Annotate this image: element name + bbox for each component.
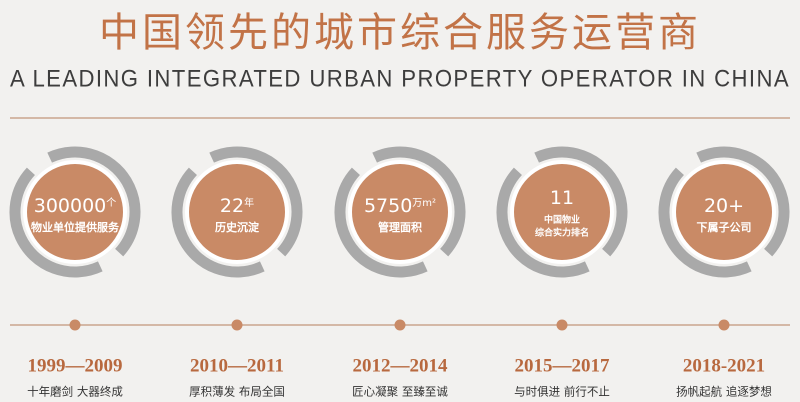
stat-desc: 中国物业 [544,214,580,226]
motto: 与时俱进 前行不止 [514,385,610,399]
outer-ring [171,146,303,278]
stat-desc: 历史沉淀 [215,220,260,234]
stat-desc: 下属子公司 [697,221,752,234]
stat-value: 20+ [704,195,744,217]
motto: 十年磨剑 大器终成 [27,385,123,399]
stat-unit: 个 [106,197,116,209]
motto: 匠心凝聚 至臻至诚 [352,385,448,399]
period: 2012—2014 [353,355,449,376]
inner-circle [510,160,614,264]
title: 中国领先的城市综合服务运营商 [99,10,701,56]
stat-value: 5750万m² [364,195,436,217]
inner-circle [348,160,452,264]
motto: 厚积薄发 布局全国 [189,385,285,399]
stat-value: 11 [550,187,574,209]
timeline-dot [231,319,243,331]
outer-ring [9,146,141,278]
stat-number: 22 [220,195,244,217]
period: 2010—2011 [190,355,284,376]
outer-ring [334,146,466,278]
timeline-dot [394,319,406,331]
stat-number: 300000 [34,195,107,217]
timeline-dot [718,319,730,331]
inner-circle [185,160,289,264]
stat-number: 5750 [364,195,412,217]
stat-number: 20+ [704,195,744,217]
timeline-dot [69,319,81,331]
timeline-dot [556,319,568,331]
stat-desc: 物业单位提供服务 [31,220,120,234]
stat-desc: 管理面积 [378,220,422,234]
stat-unit: 年 [244,196,254,209]
stat-desc: 综合实力排名 [535,227,589,239]
period: 2015—2017 [515,355,611,376]
stat-number: 11 [550,187,574,209]
inner-circle [23,160,127,264]
stat-value: 300000个 [34,195,117,217]
period: 1999—2009 [28,355,123,376]
subtitle: A LEADING INTEGRATED URBAN PROPERTY OPER… [10,65,790,92]
stat-unit: 万m² [412,198,436,209]
inner-circle [672,160,776,264]
stat-value: 22年 [220,195,254,217]
period: 2018-2021 [683,355,765,376]
milestone: 5750万m² 管理面积 2012—2014 匠心凝聚 至臻至诚 [334,146,466,399]
motto: 扬帆起航 追逐梦想 [676,385,772,399]
